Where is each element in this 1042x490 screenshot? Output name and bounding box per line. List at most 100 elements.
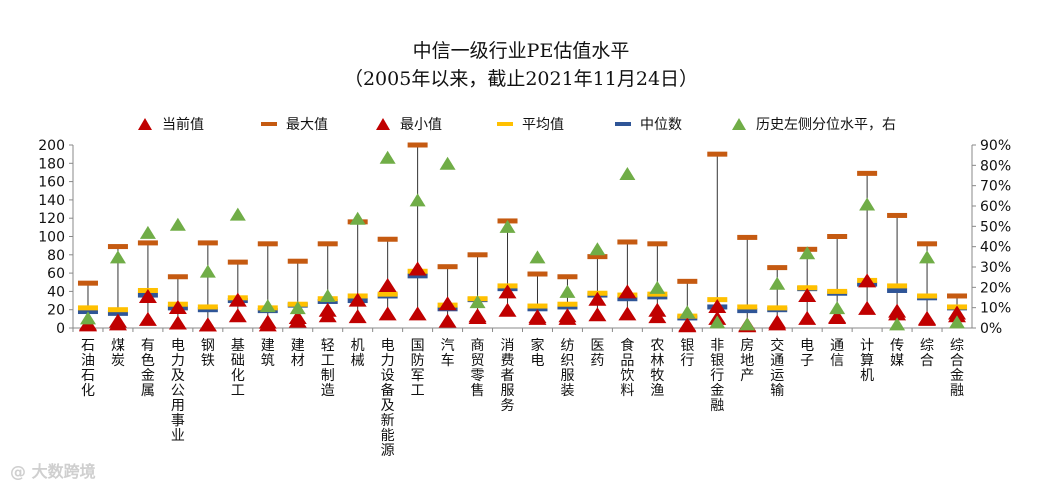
current-marker (708, 299, 727, 314)
x-tick-label: 银行 (680, 338, 694, 369)
y-tick-label-right: 0% (980, 321, 1002, 337)
x-tick-label: 石油石化 (81, 338, 95, 399)
current-marker (828, 309, 847, 324)
max-marker (677, 278, 698, 284)
percentile-marker (739, 317, 756, 331)
y-tick-label-right: 10% (980, 301, 1011, 317)
percentile-marker (439, 156, 456, 170)
legend-label-current: 当前值 (162, 117, 204, 133)
min-marker (588, 307, 607, 322)
y-tick-label-left: 60 (47, 266, 65, 282)
x-tick-label: 建材 (291, 338, 305, 369)
max-marker (287, 258, 308, 264)
max-marker (767, 265, 788, 271)
x-tick-label: 计算机 (860, 338, 874, 384)
percentile-marker (829, 301, 846, 315)
max-marker (617, 239, 638, 245)
current-marker (288, 310, 307, 325)
y-tick-label-right: 50% (980, 219, 1011, 235)
legend-item-max: 最大值 (258, 114, 328, 134)
percentile-marker (79, 311, 96, 325)
watermark-text: 大数跨境 (31, 462, 96, 481)
current-marker (318, 302, 337, 317)
y-tick-label-right: 80% (980, 158, 1011, 174)
max-marker (377, 236, 398, 242)
max-marker (857, 170, 878, 176)
y-tick-label-left: 80 (47, 248, 65, 264)
current-marker (108, 313, 127, 328)
x-tick-label: 有色金属 (141, 338, 155, 399)
mean-marker (917, 293, 938, 299)
current-marker (78, 317, 97, 332)
x-tick-label: 电子 (800, 338, 814, 369)
mean-marker (77, 305, 98, 311)
percentile-marker (409, 193, 426, 207)
current-marker (588, 291, 607, 306)
x-tick-label: 消费者服务 (501, 338, 515, 414)
y-tick-label-right: 20% (980, 280, 1011, 296)
mean-marker (197, 304, 218, 310)
max-marker (557, 274, 578, 280)
percentile-marker (709, 315, 726, 329)
median-marker (407, 273, 428, 279)
max-marker (107, 244, 128, 250)
max-marker (737, 234, 758, 240)
current-marker (198, 317, 217, 332)
watermark: @ 大数跨境 (10, 458, 96, 482)
legend-label-min: 最小值 (400, 117, 442, 133)
current-marker (888, 303, 907, 318)
max-marker (437, 264, 458, 270)
x-tick-label: 煤炭 (111, 338, 125, 369)
min-marker (858, 300, 877, 315)
legend-marker-min (376, 118, 390, 130)
x-tick-label: 综合 (920, 338, 934, 369)
mean-marker (767, 305, 788, 311)
mean-marker (377, 291, 398, 297)
percentile-marker (259, 299, 276, 313)
y-tick-label-left: 160 (38, 175, 65, 191)
max-marker (917, 241, 938, 247)
min-marker (438, 313, 457, 328)
max-marker (137, 240, 158, 246)
y-tick-label-right: 30% (980, 260, 1011, 276)
legend-item-median: 中位数 (612, 114, 682, 134)
current-marker (438, 296, 457, 311)
legend-label-median: 中位数 (640, 117, 682, 133)
min-marker (228, 308, 247, 323)
mean-marker (107, 307, 128, 313)
max-marker (227, 259, 248, 265)
x-tick-label: 食品饮料 (620, 337, 634, 399)
legend-item-current: 当前值 (134, 114, 204, 134)
legend-item-percentile: 历史左侧分位水平，右 (728, 114, 896, 134)
x-tick-label: 钢铁 (201, 338, 215, 369)
max-marker (197, 240, 218, 246)
y-tick-label-left: 0 (56, 321, 65, 337)
percentile-marker (499, 219, 516, 233)
median-marker (887, 287, 908, 293)
y-tick-label-left: 120 (38, 211, 65, 227)
chart-title: 中信一级行业PE估值水平 (412, 40, 630, 62)
max-marker (587, 254, 608, 260)
current-marker (768, 316, 787, 331)
mean-marker (647, 291, 668, 297)
min-marker (138, 311, 157, 326)
x-tick-label: 国防军工 (411, 338, 425, 399)
current-marker (678, 317, 697, 332)
mean-marker (737, 304, 758, 310)
x-tick-label: 医药 (590, 338, 604, 369)
x-tick-label: 机械 (351, 338, 365, 369)
y-tick-label-left: 180 (38, 156, 65, 172)
max-marker (947, 293, 968, 299)
min-marker (408, 306, 427, 321)
y-tick-label-right: 70% (980, 179, 1011, 195)
current-marker (918, 310, 937, 325)
max-marker (467, 252, 488, 258)
mean-marker (557, 301, 578, 307)
y-tick-label-left: 20 (47, 303, 65, 319)
current-marker (228, 292, 247, 307)
x-tick-label: 房地产 (740, 338, 754, 384)
legend-label-percentile: 历史左侧分位水平，右 (756, 117, 896, 133)
percentile-marker (649, 280, 666, 294)
current-marker (528, 309, 547, 324)
chart-subtitle: （2005年以来，截止2021年11月24日） (343, 68, 699, 90)
